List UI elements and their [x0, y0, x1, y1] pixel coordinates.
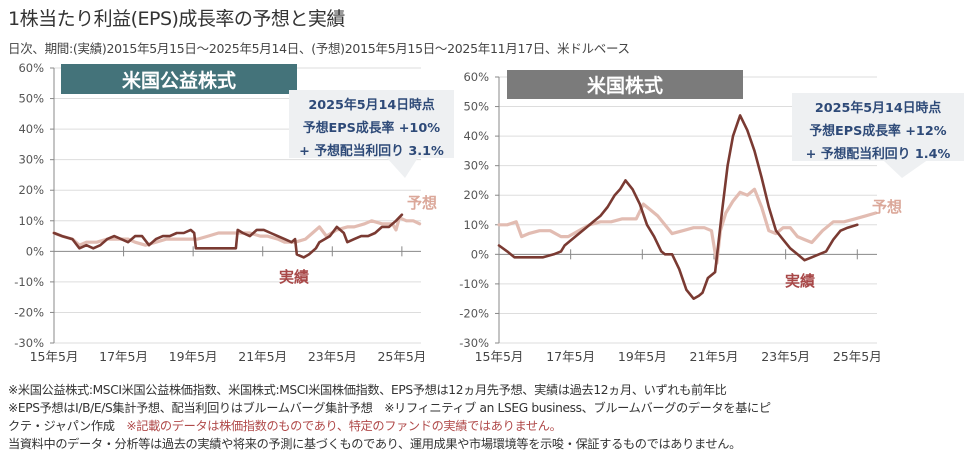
- y-tick-label: 20%: [463, 188, 489, 202]
- y-tick-label: 20%: [18, 183, 44, 197]
- chart-title-banner: [507, 70, 743, 99]
- y-tick-label: 10%: [18, 214, 44, 228]
- callout-date: 2025年5月14日時点: [815, 100, 942, 116]
- page-title: 1株当たり利益(EPS)成長率の予想と実績: [8, 8, 345, 30]
- callout-eps-growth: 予想EPS成長率 +10%: [303, 120, 440, 136]
- y-tick-label: -10%: [14, 275, 44, 289]
- callout-eps-growth: 予想EPS成長率 +12%: [809, 123, 946, 139]
- series-actual-line: [52, 213, 404, 259]
- y-tick-label: -10%: [459, 277, 489, 291]
- x-tick-label: 17年5月: [99, 349, 148, 364]
- y-tick-label: -20%: [459, 306, 489, 320]
- callout-dividend-yield: + 予想配当利回り 1.4%: [806, 146, 951, 162]
- footnote-author: クテ・ジャパン作成: [8, 419, 115, 433]
- x-tick-label: 19年5月: [169, 349, 218, 364]
- callout-date: 2025年5月14日時点: [308, 97, 435, 113]
- y-tick-label: 30%: [18, 153, 44, 167]
- series-actual-line: [497, 114, 859, 301]
- forecast-series-label: 予想: [872, 198, 902, 216]
- x-tick-label: 21年5月: [238, 349, 287, 364]
- series-forecast-line: [497, 187, 878, 265]
- actual-series-label: 実績: [785, 272, 815, 290]
- chart-us: 60% 50% 40% 30% 20% 10% 0% -10% -20% -30%15年5月 17年…: [459, 70, 964, 364]
- x-tick-label: 23年5月: [308, 349, 357, 364]
- y-tick-label: 0%: [471, 247, 489, 261]
- chart-utilities: 60% 50% 40% 30% 20% 10% 0% -10% -20% -30%15年5月 17年…: [14, 61, 454, 364]
- y-tick-label: 50%: [463, 100, 489, 114]
- y-tick-label: 40%: [18, 122, 44, 136]
- y-tick-label: 10%: [463, 218, 489, 232]
- y-tick-label: 50%: [18, 92, 44, 106]
- forecast-series-label: 予想: [407, 194, 437, 212]
- y-tick-label: 60%: [18, 61, 44, 75]
- x-tick-label: 15年5月: [30, 349, 79, 364]
- x-tick-label: 17年5月: [546, 349, 595, 364]
- x-tick-label: 25年5月: [833, 349, 882, 364]
- x-tick-label: 23年5月: [761, 349, 810, 364]
- callout-dividend-yield: + 予想配当利回り 3.1%: [299, 143, 444, 159]
- callout-box: [289, 90, 454, 178]
- footnote-general-disclaimer: 当資料中のデータ・分析等は過去の実績や将来の予測に基づくものであり、運用成果や市…: [8, 437, 741, 451]
- x-tick-label: 25年5月: [377, 349, 426, 364]
- y-tick-label: 30%: [463, 159, 489, 173]
- actual-series-label: 実績: [279, 268, 309, 286]
- footnote-index-disclaimer: ※記載のデータは株価指数のものであり、特定のファンドの実績ではありません。: [126, 419, 562, 433]
- y-tick-label: -30%: [14, 336, 44, 350]
- page-subtitle: 日次、期間:(実績)2015年5月15日～2025年5月14日、(予想)2015…: [8, 41, 630, 56]
- y-tick-label: 0%: [26, 244, 44, 258]
- y-tick-label: 40%: [463, 129, 489, 143]
- y-tick-label: -30%: [459, 336, 489, 350]
- footnote-sources: ※米国公益株式:MSCI米国公益株価指数、米国株式:MSCI米国株価指数、EPS…: [8, 383, 727, 397]
- series-forecast-line: [52, 216, 422, 247]
- callout-box: [792, 93, 964, 178]
- chart-title: 米国公益株式: [122, 69, 236, 92]
- x-tick-label: 15年5月: [475, 349, 524, 364]
- y-tick-label: -20%: [14, 305, 44, 319]
- x-tick-label: 19年5月: [618, 349, 667, 364]
- y-tick-label: 60%: [463, 70, 489, 84]
- footnotes: ※米国公益株式:MSCI米国公益株価指数、米国株式:MSCI米国株価指数、EPS…: [8, 381, 771, 453]
- footnote-disclaimer-row: クテ・ジャパン作成 ※記載のデータは株価指数のものであり、特定のファンドの実績で…: [8, 417, 771, 435]
- footnote-forecast-source: ※EPS予想はI/B/E/S集計予想、配当利回りはブルームバーグ集計予想 ※リフ…: [8, 401, 771, 415]
- x-tick-label: 21年5月: [690, 349, 739, 364]
- chart-title-banner: [61, 64, 297, 94]
- chart-title: 米国株式: [587, 74, 663, 97]
